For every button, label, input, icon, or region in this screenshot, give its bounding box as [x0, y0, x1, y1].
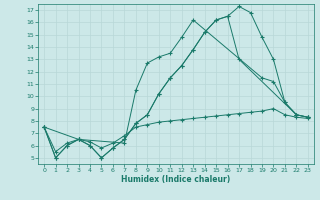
X-axis label: Humidex (Indice chaleur): Humidex (Indice chaleur)	[121, 175, 231, 184]
